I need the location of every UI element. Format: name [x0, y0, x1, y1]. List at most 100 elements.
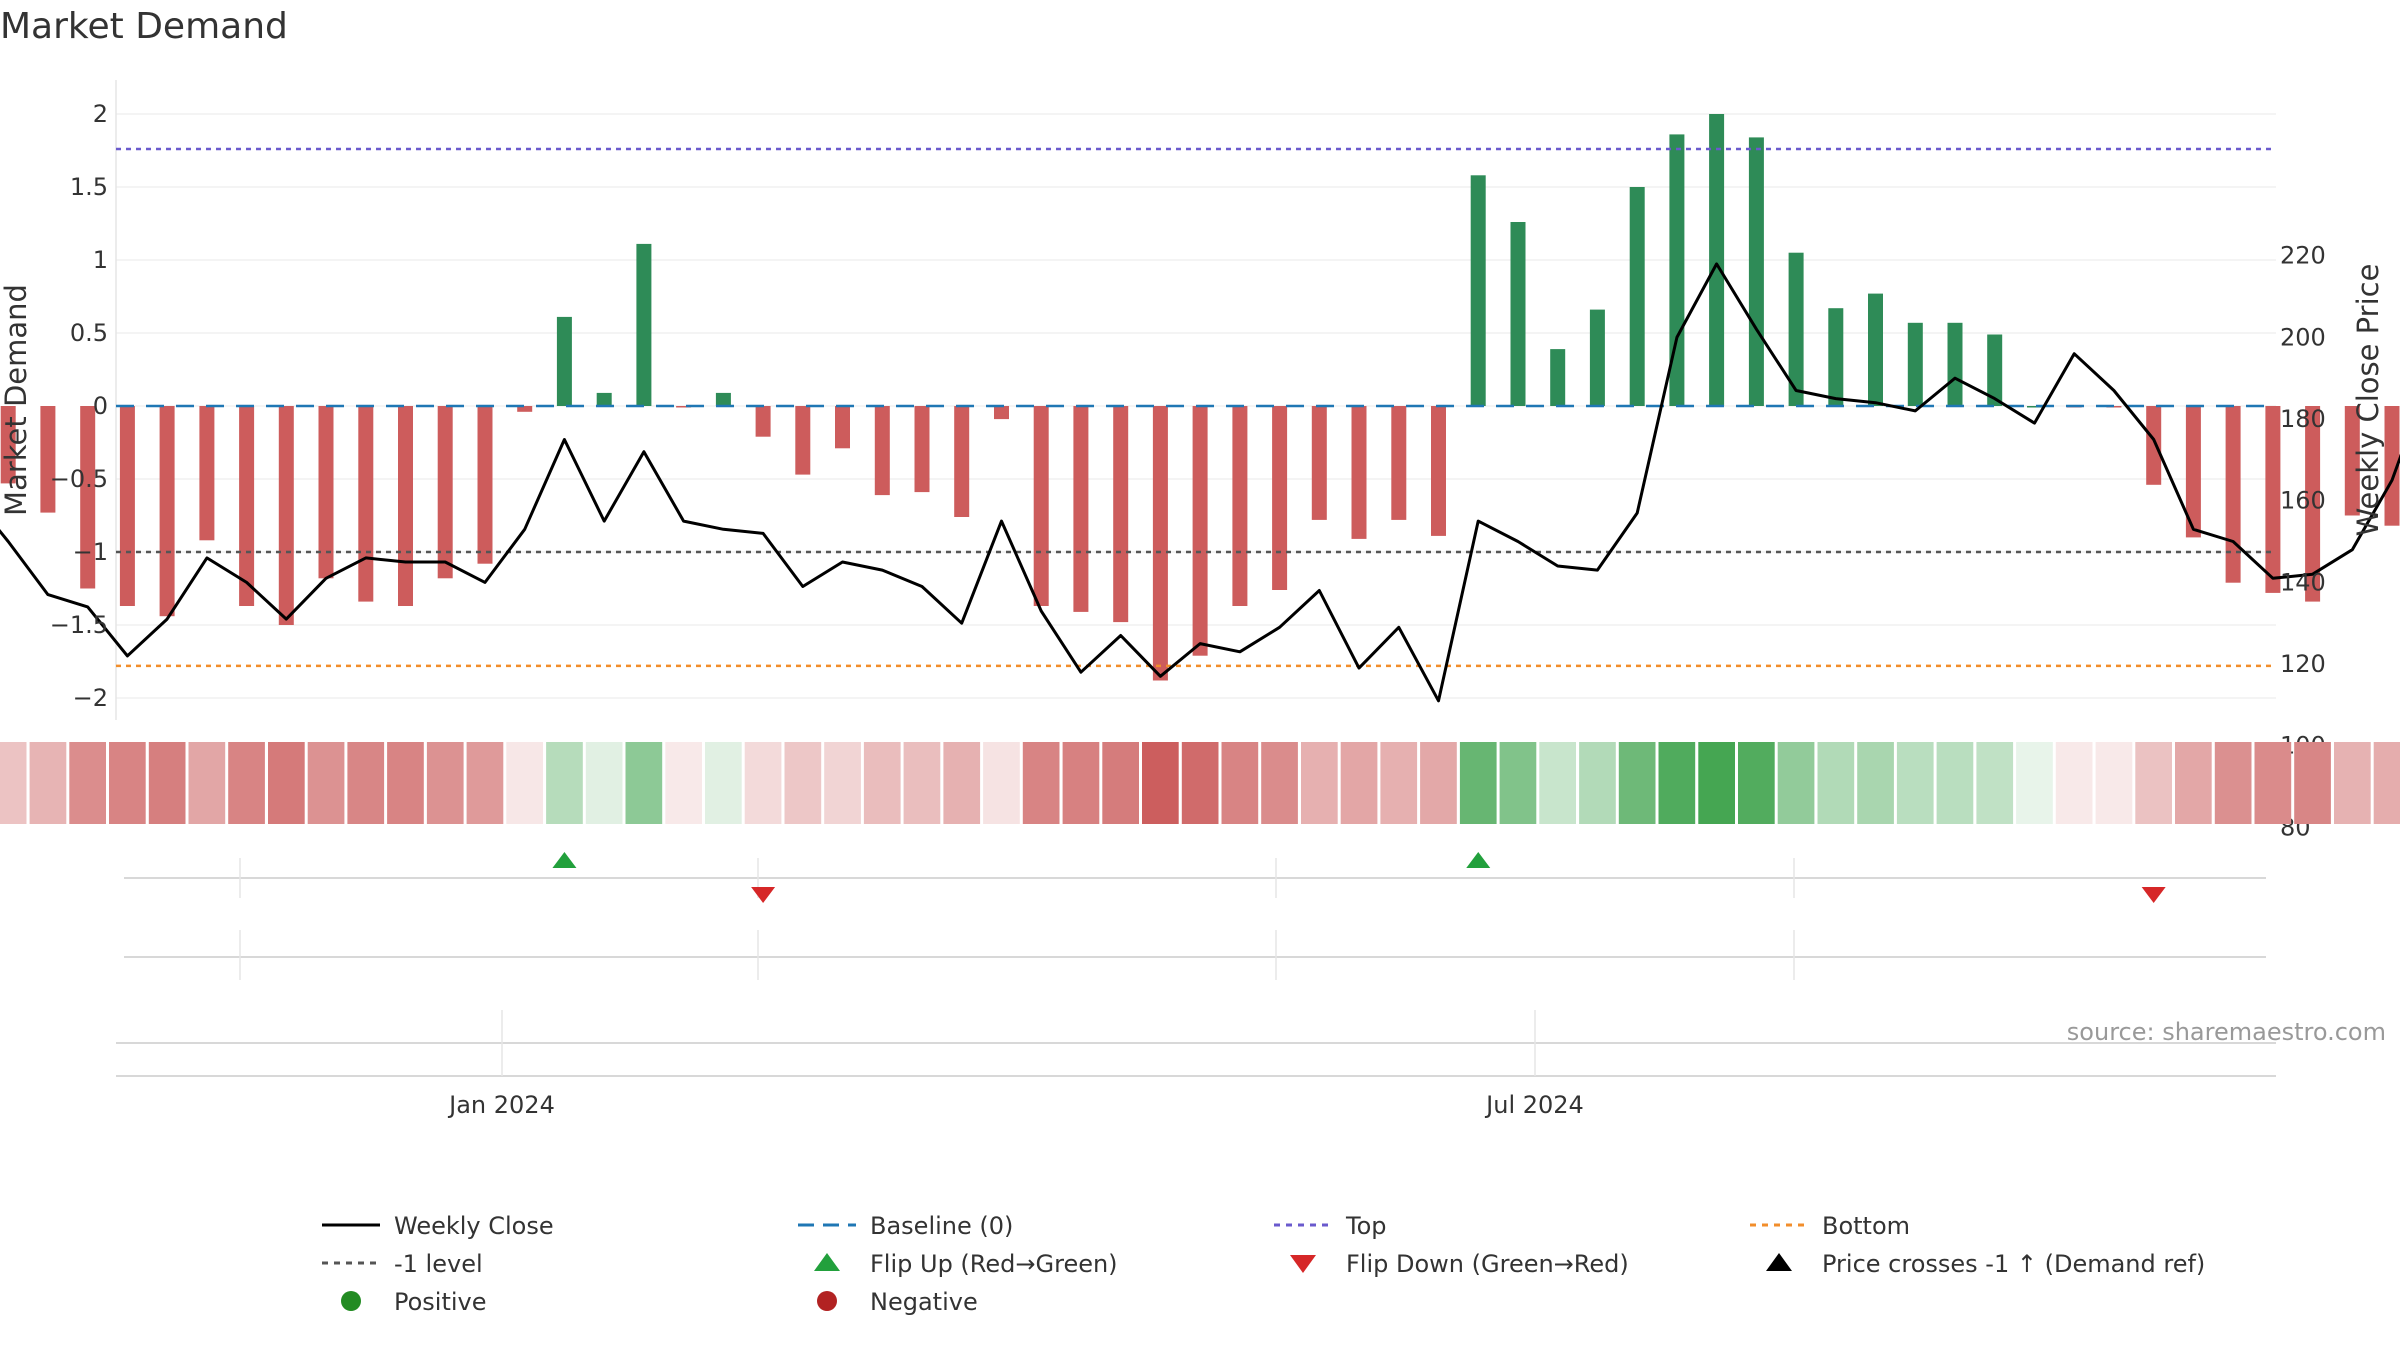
demand-bar: [1391, 406, 1407, 520]
demand-bar: [2265, 406, 2281, 593]
demand-bar: [1470, 175, 1486, 406]
demand-bar: [199, 406, 215, 541]
heat-cell: [665, 742, 702, 824]
flip-up-marker: [552, 852, 577, 868]
legend-item: Negative: [817, 1288, 978, 1316]
demand-bar: [1431, 406, 1446, 536]
demand-bar: [0, 406, 16, 484]
y2-tick-label: 220: [2280, 242, 2326, 270]
heat-cell: [943, 742, 981, 824]
heat-cell: [307, 742, 345, 824]
right-axis-ticks: 22020018016014012010080: [2280, 242, 2326, 842]
demand-bar: [2305, 406, 2321, 602]
demand-bar: [1272, 406, 1288, 590]
heat-cell: [983, 742, 1020, 824]
legend-circle: [817, 1291, 837, 1311]
heat-cell: [1062, 742, 1100, 824]
demand-bar: [556, 316, 572, 406]
demand-bar: [1947, 322, 1963, 406]
heat-cell: [0, 742, 27, 824]
demand-bar: [994, 406, 1009, 420]
right-axis-title: Weekly Close Price: [2351, 264, 2385, 537]
chart-title: Market Demand: [0, 6, 288, 47]
heat-cell: [466, 742, 504, 824]
demand-bar: [874, 406, 890, 496]
demand-bar: [596, 392, 612, 406]
heat-cell: [1976, 742, 2014, 824]
legend-triangle-down: [1290, 1255, 1316, 1273]
heat-cell: [1658, 742, 1696, 824]
demand-bar: [2225, 406, 2241, 583]
y-tick-label: 0.5: [70, 319, 108, 347]
demand-bar: [1987, 334, 2003, 406]
demand-bar: [1550, 349, 1566, 406]
legend-item: -1 level: [322, 1250, 483, 1278]
legend-item: Price crosses -1 ↑ (Demand ref): [1766, 1250, 2205, 1278]
legend: Weekly Close Baseline (0) Top Bottom -1 leve…: [322, 1212, 2205, 1316]
demand-bar: [239, 406, 255, 606]
flip-down-marker: [2141, 887, 2166, 903]
demand-bar: [1510, 222, 1526, 406]
demand-bar: [954, 406, 970, 517]
heat-cell: [2373, 742, 2400, 824]
legend-label: -1 level: [394, 1250, 483, 1278]
price-line-layer: [0, 262, 2400, 703]
heat-cell: [2055, 742, 2093, 824]
x-tick-label: Jul 2024: [1484, 1091, 1584, 1119]
heat-cell: [426, 742, 464, 824]
legend-item: Positive: [341, 1288, 487, 1316]
y-tick-label: −2: [73, 684, 108, 712]
demand-bar: [1828, 308, 1844, 406]
legend-label: Flip Down (Green→Red): [1346, 1250, 1629, 1278]
legend-label: Price crosses -1 ↑ (Demand ref): [1822, 1250, 2205, 1278]
legend-label: Weekly Close: [394, 1212, 554, 1240]
heat-cell: [1936, 742, 1974, 824]
demand-bar: [119, 406, 135, 606]
demand-bar: [1788, 252, 1804, 406]
heat-cell: [69, 742, 106, 824]
demand-bar: [914, 406, 930, 493]
legend-item: Top: [1274, 1212, 1387, 1240]
heat-cell: [585, 742, 623, 824]
heat-cell: [1777, 742, 1815, 824]
y-tick-label: 2: [93, 100, 108, 128]
legend-item: Bottom: [1750, 1212, 1910, 1240]
y-tick-label: 1: [93, 246, 108, 274]
heat-cell: [903, 742, 941, 824]
legend-label: Top: [1345, 1212, 1387, 1240]
legend-label: Flip Up (Red→Green): [870, 1250, 1118, 1278]
demand-bar: [1907, 322, 1923, 406]
y-tick-label: −1.5: [50, 611, 108, 639]
legend-item: Baseline (0): [798, 1212, 1013, 1240]
heat-cell: [1896, 742, 1934, 824]
heat-cell: [2214, 742, 2252, 824]
heat-cell: [1857, 742, 1894, 824]
heat-cell: [1539, 742, 1576, 824]
demand-bar: [1073, 406, 1089, 612]
legend-label: Bottom: [1822, 1212, 1910, 1240]
demand-bar: [1868, 293, 1883, 406]
legend-label: Positive: [394, 1288, 487, 1316]
heat-cell: [109, 742, 146, 824]
demand-bar: [517, 406, 533, 412]
heat-cell: [2175, 742, 2212, 824]
y2-tick-label: 200: [2280, 323, 2326, 351]
heat-cell: [546, 742, 583, 824]
weekly-close-line: [0, 262, 2400, 703]
source-credit: source: sharemaestro.com: [2067, 1018, 2386, 1046]
demand-bar: [2146, 406, 2162, 485]
demand-bar: [2185, 406, 2201, 538]
demand-bar: [1748, 137, 1764, 406]
demand-bar: [1152, 406, 1168, 681]
y-tick-label: −1: [73, 538, 108, 566]
demand-bar: [755, 406, 771, 437]
heat-cell: [387, 742, 424, 824]
heat-cell: [1142, 742, 1179, 824]
heat-cell: [2294, 742, 2331, 824]
demand-bar: [1709, 114, 1725, 406]
heat-cell: [228, 742, 265, 824]
flip-markers-panel: [116, 852, 2276, 1077]
heat-cell: [1102, 742, 1139, 824]
heat-cell: [1698, 742, 1735, 824]
